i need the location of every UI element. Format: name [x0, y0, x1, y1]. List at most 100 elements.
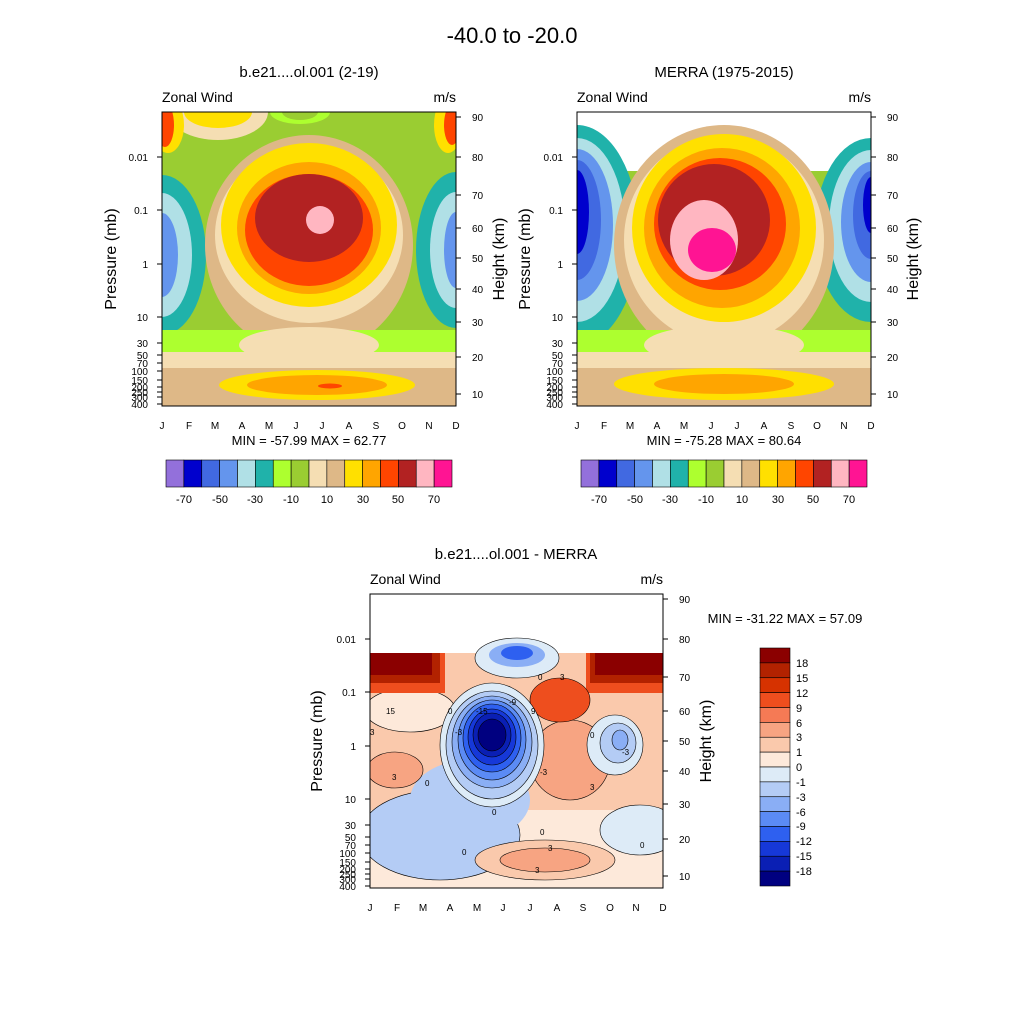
tick-label: 20 [679, 835, 691, 846]
colorbar-swatch [759, 870, 791, 887]
tick-label: A [554, 903, 561, 914]
panel-model-units: m/s [433, 89, 456, 105]
tick-label: J [320, 421, 325, 432]
colorbar-label: 3 [796, 732, 802, 744]
tick-label: F [186, 421, 192, 432]
tick-label: S [788, 421, 795, 432]
contour-label: 9 [531, 707, 536, 716]
tick-label: F [601, 421, 607, 432]
panel-diff-pressure-axis: 0.01 0.1 1 10 30 50 70 100 150 200 250 3… [309, 635, 370, 893]
tick-label: 20 [472, 353, 484, 364]
colorbar-swatch [290, 459, 310, 488]
tick-label: 10 [137, 313, 149, 324]
tick-label: J [501, 903, 506, 914]
panel-model-field [162, 112, 456, 406]
panel-merra-title: MERRA (1975-2015) [654, 64, 793, 81]
tick-label: 0.1 [549, 206, 563, 217]
colorbar-swatch [634, 459, 653, 488]
tick-label: 150 [339, 858, 356, 869]
tick-label: 10 [679, 872, 691, 883]
panel-diff-height-axis: 10 20 30 40 50 60 70 80 90 Height (km) [663, 595, 715, 883]
contour-labels: 15 0 3 -3 -15 -9 9 0 3 -3 0 3 0 0 3 0 0 … [370, 673, 645, 875]
tick-label: 30 [552, 339, 564, 350]
colorbar-label: -6 [796, 807, 806, 819]
contour-label: 0 [590, 731, 595, 740]
tick-label: 30 [887, 318, 899, 329]
panel-model-height-axis: 10 20 30 40 50 60 70 80 90 Height (km) [456, 113, 508, 401]
tick-label: M [473, 903, 481, 914]
colorbar-swatch [580, 459, 600, 488]
tick-label: 0.1 [342, 688, 356, 699]
tick-label: 200 [339, 865, 356, 876]
tick-label: 60 [472, 224, 484, 235]
tick-label: 70 [552, 359, 564, 370]
tick-label: S [373, 421, 380, 432]
colorbar-label: 9 [796, 703, 802, 715]
colorbar-swatch [165, 459, 185, 488]
tick-label: 50 [472, 254, 484, 265]
colorbar-swatch [759, 722, 791, 738]
contour-label: 3 [370, 728, 375, 737]
tick-label: 0.01 [544, 153, 564, 164]
colorbar-swatch [398, 459, 417, 488]
contour-label: 3 [392, 773, 397, 782]
contour-label: -15 [476, 707, 488, 716]
tick-label: 30 [345, 821, 357, 832]
colorbar-label: -12 [796, 836, 812, 848]
colorbar-swatch [759, 692, 791, 708]
tick-label: J [735, 421, 740, 432]
contour-label: 0 [640, 841, 645, 850]
colorbar-swatch [759, 751, 791, 768]
contour-label: -9 [509, 698, 517, 707]
contour-label: 3 [590, 783, 595, 792]
tick-label: 80 [679, 635, 691, 646]
panel-merra-month-axis: J F M A M J J A S O N D [575, 421, 875, 432]
tick-label: J [160, 421, 165, 432]
colorbar-label: 70 [428, 494, 440, 506]
tick-label: 250 [339, 870, 356, 881]
tick-label: N [840, 421, 847, 432]
panel-diff-stats: MIN = -31.22 MAX = 57.09 [708, 611, 863, 626]
colorbar-swatch [380, 459, 399, 488]
colorbar-swatch [326, 459, 346, 488]
panel-model-colorbar: -70 -50 -30 -10 10 30 50 70 [165, 459, 453, 506]
tick-label: J [575, 421, 580, 432]
colorbar-label: 50 [392, 494, 404, 506]
tick-label: F [394, 903, 400, 914]
contour-label: 3 [560, 673, 565, 682]
height-axis-title: Height (km) [491, 218, 508, 301]
tick-label: 1 [350, 742, 356, 753]
tick-label: 400 [546, 400, 563, 411]
tick-label: 40 [679, 767, 691, 778]
colorbar-swatch [759, 781, 791, 798]
colorbar-label: -30 [247, 494, 263, 506]
colorbar-label: 0 [796, 762, 802, 774]
tick-label: J [709, 421, 714, 432]
colorbar-label: -50 [627, 494, 643, 506]
figure-title: -40.0 to -20.0 [447, 23, 578, 48]
tick-label: A [447, 903, 454, 914]
tick-label: 400 [131, 400, 148, 411]
tick-label: 40 [472, 285, 484, 296]
contour-label: 0 [425, 779, 430, 788]
colorbar-label: -1 [796, 777, 806, 789]
tick-label: J [528, 903, 533, 914]
tick-label: 60 [887, 224, 899, 235]
panel-model-stats: MIN = -57.99 MAX = 62.77 [232, 433, 387, 448]
colorbar-swatch [272, 459, 292, 488]
tick-label: 400 [339, 882, 356, 893]
colorbar-swatch [759, 677, 791, 693]
height-axis-title: Height (km) [698, 700, 715, 783]
tick-label: N [632, 903, 639, 914]
contour-label: 0 [448, 707, 453, 716]
tick-label: 70 [137, 359, 149, 370]
tick-label: 30 [137, 339, 149, 350]
panel-model-month-axis: J F M A M J J A S O N D [160, 421, 460, 432]
contour-label: -3 [455, 728, 463, 737]
colorbar-swatch [652, 459, 671, 488]
colorbar-swatch [759, 766, 791, 783]
tick-label: 50 [137, 351, 149, 362]
tick-label: 300 [131, 393, 148, 404]
tick-label: A [239, 421, 246, 432]
colorbar-swatch [362, 459, 381, 488]
